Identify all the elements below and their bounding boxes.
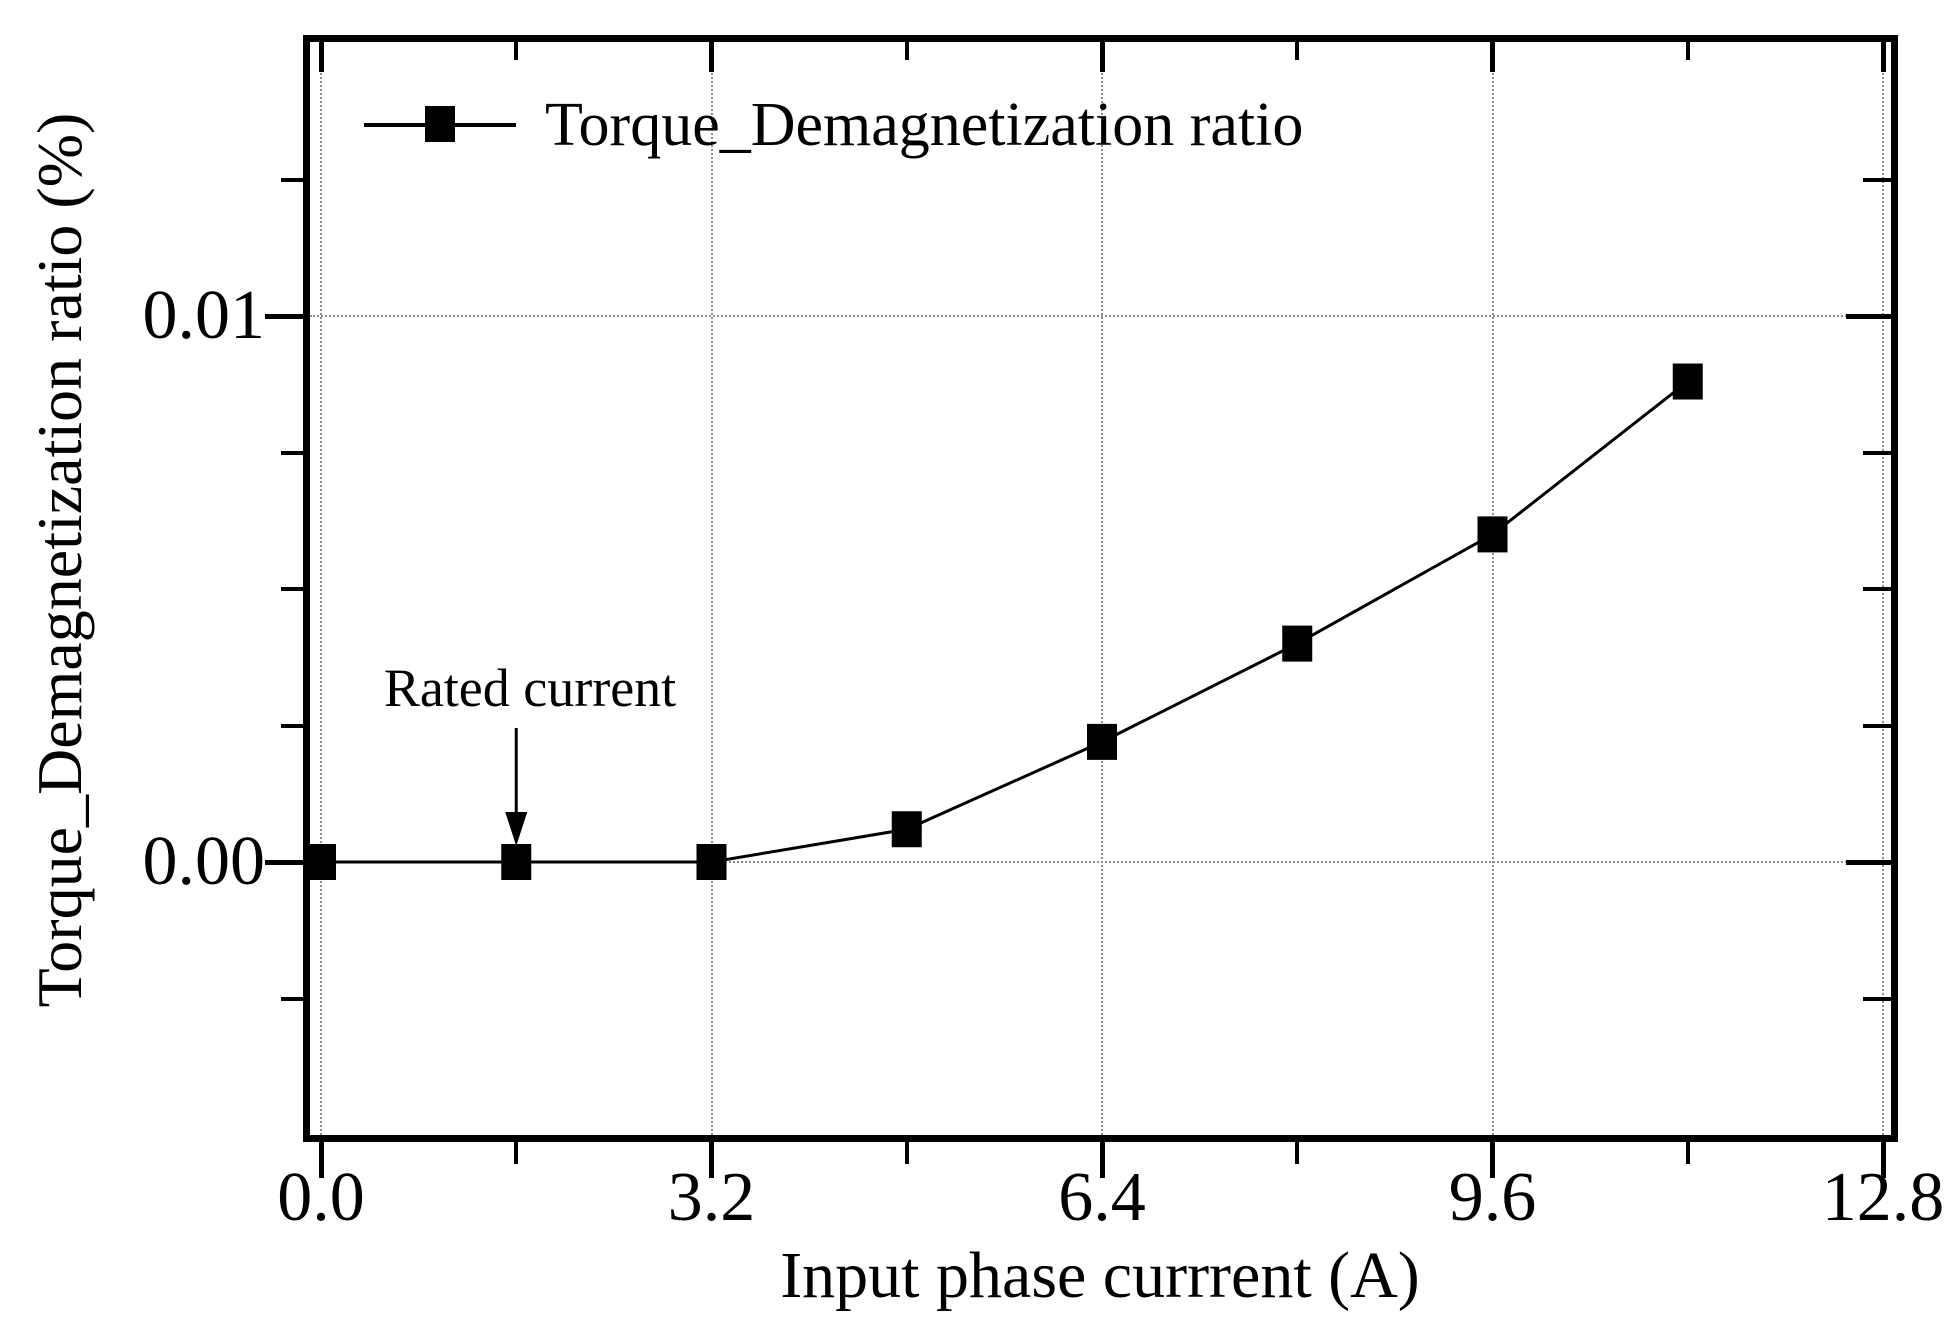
x-major-tick: [1490, 1142, 1495, 1178]
legend-entry-label: Torque_Demagnetization ratio: [545, 91, 1304, 159]
y-minor-tick-mirror: [1863, 996, 1891, 1001]
x-minor-tick-mirror: [904, 42, 909, 60]
x-major-tick-mirror: [1490, 42, 1495, 72]
y-minor-tick-mirror: [1863, 450, 1891, 455]
annotation-rated-current: Rated current: [383, 658, 677, 718]
x-minor-tick-mirror: [514, 42, 519, 60]
y-tick-label: 0.00: [142, 823, 266, 900]
x-axis-title: Input phase currrent (A): [780, 1239, 1420, 1312]
vertical-gridline: [1491, 42, 1494, 1135]
x-minor-tick-mirror: [1295, 42, 1300, 60]
y-minor-tick: [281, 996, 303, 1001]
y-minor-tick: [281, 587, 303, 591]
y-tick-label: 0.01: [142, 277, 266, 354]
y-major-tick: [265, 313, 303, 319]
x-tick-label: 6.4: [1058, 1159, 1146, 1236]
horizontal-gridline: [310, 861, 1891, 863]
y-minor-tick-mirror: [1863, 587, 1891, 591]
y-major-tick: [265, 859, 303, 865]
y-minor-tick: [281, 177, 303, 182]
vertical-gridline: [1101, 42, 1103, 1135]
y-major-tick-mirror: [1846, 313, 1891, 319]
x-minor-tick: [1685, 1142, 1690, 1164]
x-major-tick: [709, 1142, 714, 1178]
x-major-tick: [318, 1142, 324, 1178]
horizontal-gridline: [310, 315, 1891, 317]
x-minor-tick: [514, 1142, 519, 1164]
y-minor-tick-mirror: [1863, 723, 1891, 728]
x-major-tick-mirror: [709, 42, 714, 72]
x-tick-label: 9.6: [1448, 1159, 1537, 1236]
legend-square-marker-icon: [425, 106, 455, 142]
x-tick-label: 3.2: [667, 1159, 756, 1236]
x-major-tick: [1099, 1142, 1105, 1178]
x-tick-label: 12.8: [1821, 1159, 1945, 1236]
x-major-tick: [1880, 1142, 1886, 1178]
vertical-gridline: [710, 42, 713, 1135]
vertical-gridline: [320, 42, 322, 1135]
x-minor-tick-mirror: [1685, 42, 1690, 60]
plot-area-frame: [303, 35, 1898, 1142]
x-major-tick-mirror: [318, 42, 324, 72]
y-minor-tick: [281, 723, 303, 728]
x-minor-tick: [1295, 1142, 1300, 1164]
x-tick-label: 0.0: [277, 1159, 365, 1236]
x-major-tick-mirror: [1880, 42, 1886, 72]
y-minor-tick: [281, 450, 303, 455]
y-minor-tick-mirror: [1863, 177, 1891, 182]
y-major-tick-mirror: [1846, 859, 1891, 865]
x-major-tick-mirror: [1099, 42, 1105, 72]
x-minor-tick: [904, 1142, 909, 1164]
y-axis-title: Torque_Demagnetization ratio (%): [24, 112, 95, 1008]
